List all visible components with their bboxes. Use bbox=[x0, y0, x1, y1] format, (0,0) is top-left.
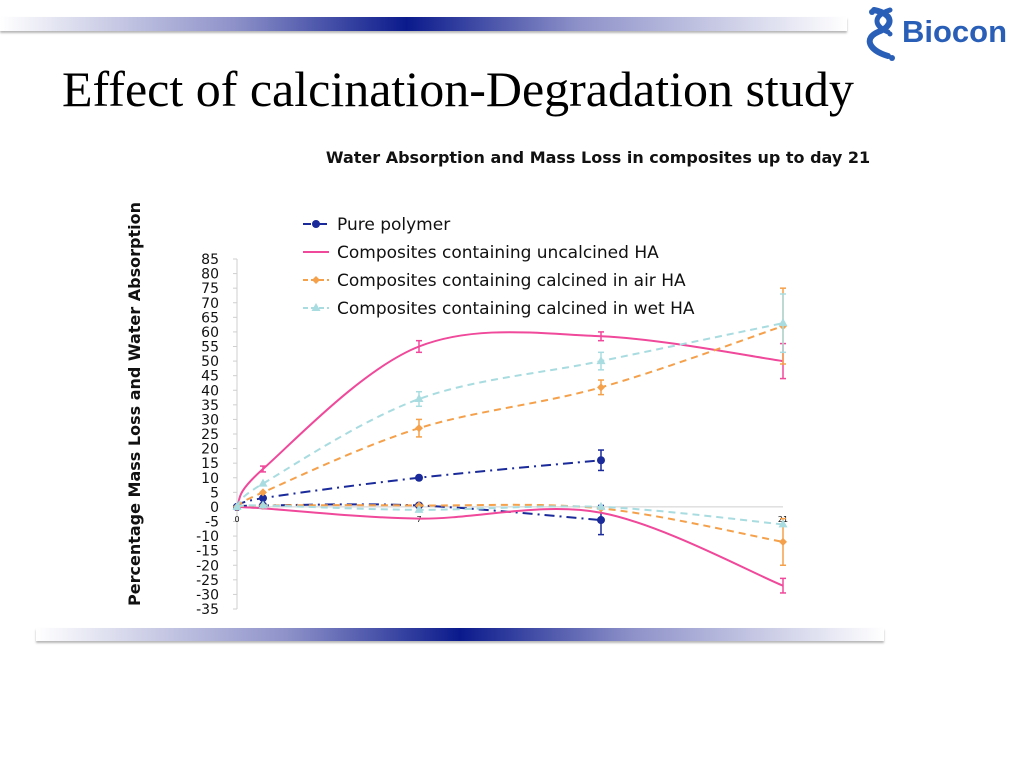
x-tick-label: 0 bbox=[234, 515, 239, 524]
y-tick-label: 85 bbox=[201, 252, 219, 268]
biocon-logo: Biocon bbox=[864, 4, 1024, 62]
data-point bbox=[415, 473, 423, 482]
logo-text: Biocon bbox=[902, 14, 1008, 49]
y-tick-label: 35 bbox=[201, 398, 219, 414]
legend: Pure polymer Composites containing uncalc… bbox=[303, 215, 695, 319]
data-point bbox=[597, 516, 605, 525]
data-point bbox=[312, 220, 320, 228]
y-tick-label: 30 bbox=[201, 412, 219, 428]
y-tick-label: 70 bbox=[201, 296, 219, 312]
data-point bbox=[414, 504, 424, 513]
data-point bbox=[779, 537, 787, 546]
series-group bbox=[232, 287, 788, 594]
y-tick-label: 10 bbox=[201, 471, 219, 487]
header-accent-bar bbox=[0, 17, 847, 31]
y-tick-label: 60 bbox=[201, 325, 219, 341]
legend-entry: Composites containing calcined in air HA bbox=[337, 271, 686, 291]
data-point bbox=[312, 276, 320, 284]
series-line bbox=[236, 459, 602, 508]
data-point bbox=[414, 394, 424, 402]
series-4 bbox=[232, 293, 788, 528]
data-point bbox=[415, 424, 423, 433]
data-point bbox=[259, 488, 267, 497]
series-2 bbox=[236, 331, 786, 594]
biocon-helix-icon bbox=[866, 7, 895, 61]
y-tick-label: 5 bbox=[210, 485, 219, 501]
data-point bbox=[596, 501, 606, 510]
data-point bbox=[258, 500, 268, 509]
footer-accent-bar bbox=[36, 628, 884, 641]
y-tick-label: 80 bbox=[201, 267, 219, 283]
data-point bbox=[778, 318, 788, 327]
series-line bbox=[236, 505, 784, 587]
data-point bbox=[597, 456, 605, 465]
y-tick-label: 45 bbox=[201, 369, 219, 385]
data-point bbox=[596, 356, 606, 365]
data-point bbox=[597, 383, 605, 392]
data-point bbox=[311, 303, 321, 311]
data-point bbox=[778, 519, 788, 528]
chart-title: Water Absorption and Mass Loss in compos… bbox=[326, 148, 870, 167]
degradation-chart: Water Absorption and Mass Loss in compos… bbox=[125, 148, 870, 618]
data-point bbox=[259, 494, 267, 503]
y-tick-label: -15 bbox=[196, 544, 219, 560]
y-tick-label: -5 bbox=[205, 515, 219, 531]
y-tick-label: -25 bbox=[196, 573, 219, 589]
y-tick-label: -20 bbox=[196, 558, 219, 574]
y-tick-label: 50 bbox=[201, 354, 219, 370]
series-line bbox=[236, 331, 784, 508]
y-tick-labels: 8580757065605550454035302520151050-5-10-… bbox=[196, 252, 219, 618]
y-tick-label: 65 bbox=[201, 310, 219, 326]
data-point bbox=[258, 478, 268, 487]
y-tick-label: 0 bbox=[210, 500, 219, 516]
legend-entry: Composites containing calcined in wet HA bbox=[337, 299, 695, 319]
y-tick-label: 15 bbox=[201, 456, 219, 472]
axes bbox=[233, 258, 238, 610]
series-3 bbox=[233, 287, 787, 566]
series-line bbox=[236, 504, 784, 526]
y-tick-label: 55 bbox=[201, 340, 219, 356]
data-point bbox=[232, 501, 242, 510]
slide-title: Effect of calcination-Degradation study bbox=[62, 61, 854, 117]
legend-entry: Pure polymer bbox=[337, 215, 450, 235]
y-tick-label: 20 bbox=[201, 442, 219, 458]
y-tick-label: 25 bbox=[201, 427, 219, 443]
series-line bbox=[236, 322, 784, 508]
y-tick-label: -35 bbox=[196, 602, 219, 618]
y-axis-label: Percentage Mass Loss and Water Absorptio… bbox=[125, 202, 144, 606]
legend-entry: Composites containing uncalcined HA bbox=[337, 243, 659, 263]
series-line bbox=[236, 503, 784, 543]
y-tick-label: -30 bbox=[196, 587, 219, 603]
y-tick-label: 40 bbox=[201, 383, 219, 399]
y-tick-label: -10 bbox=[196, 529, 219, 545]
y-tick-label: 75 bbox=[201, 281, 219, 297]
